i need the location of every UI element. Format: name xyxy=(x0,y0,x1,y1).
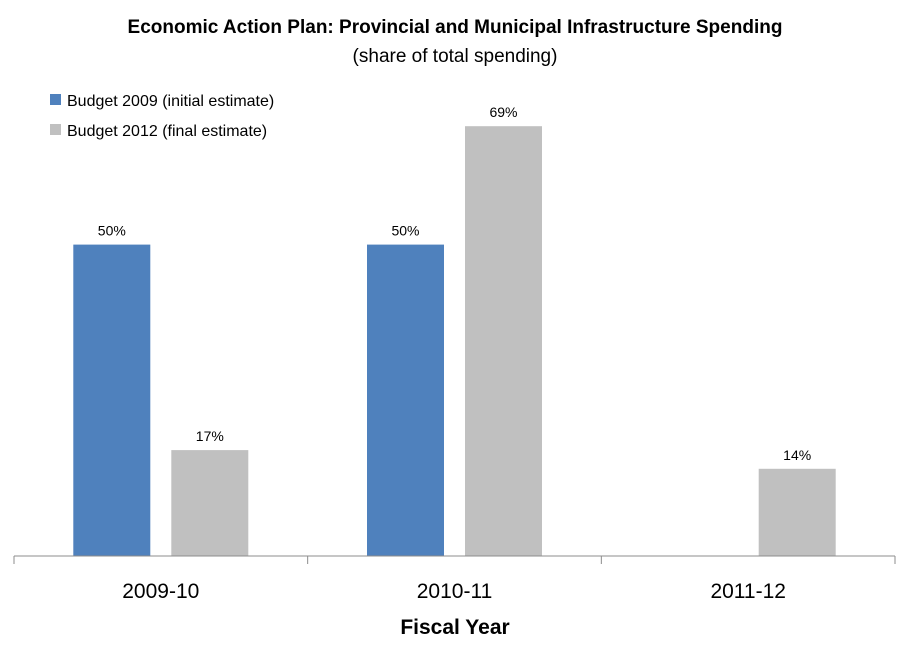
x-axis-title: Fiscal Year xyxy=(400,616,509,639)
legend-item-budget-2009: Budget 2009 (initial estimate) xyxy=(50,93,274,110)
x-tick-label: 2010-11 xyxy=(417,580,493,603)
chart-subtitle: (share of total spending) xyxy=(353,46,558,67)
bar-budget-2012-2009-10 xyxy=(171,450,249,556)
chart-title: Economic Action Plan: Provincial and Mun… xyxy=(128,17,783,38)
data-label: 69% xyxy=(489,104,517,120)
legend-label-budget-2012: Budget 2012 (final estimate) xyxy=(67,123,267,140)
legend-swatch-budget-2009 xyxy=(50,94,61,105)
data-label: 50% xyxy=(98,223,126,239)
plot-area: 50% 17% 2009-10 50% 69% 2010-11 14% 2011-12 xyxy=(13,104,896,603)
data-label: 14% xyxy=(783,447,811,463)
bar-budget-2009-2009-10 xyxy=(73,244,151,556)
data-label: 50% xyxy=(391,223,419,239)
legend-item-budget-2012: Budget 2012 (final estimate) xyxy=(50,123,267,140)
x-tick-label: 2011-12 xyxy=(710,580,786,603)
bar-budget-2012-2011-12 xyxy=(758,468,836,556)
legend-swatch-budget-2012 xyxy=(50,124,61,135)
legend: Budget 2009 (initial estimate) Budget 20… xyxy=(50,93,274,140)
data-label: 17% xyxy=(196,428,224,444)
bar-budget-2012-2010-11 xyxy=(465,126,542,556)
x-tick-label: 2009-10 xyxy=(122,580,199,603)
legend-label-budget-2009: Budget 2009 (initial estimate) xyxy=(67,93,274,110)
bar-budget-2009-2010-11 xyxy=(367,244,444,556)
